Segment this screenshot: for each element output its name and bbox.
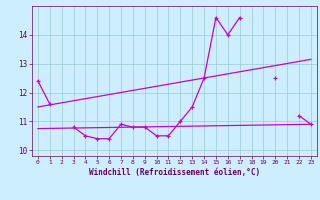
X-axis label: Windchill (Refroidissement éolien,°C): Windchill (Refroidissement éolien,°C) (89, 168, 260, 177)
